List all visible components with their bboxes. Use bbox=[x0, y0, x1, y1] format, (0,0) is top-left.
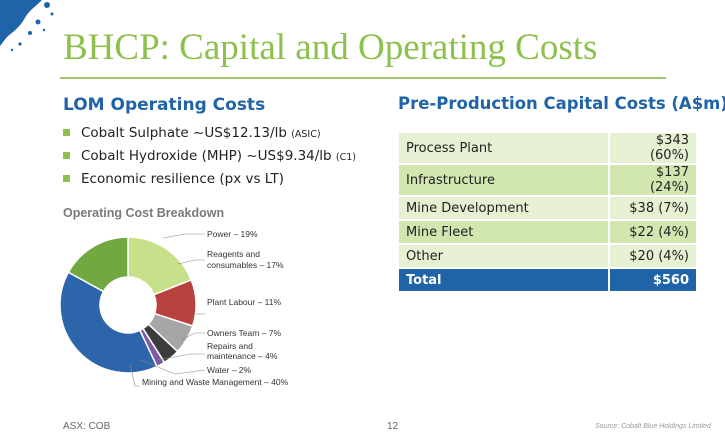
label-line: consumables – 17% bbox=[207, 260, 284, 270]
table-cell-value: $20 (4%) bbox=[608, 244, 696, 269]
bullet-note: (C1) bbox=[335, 152, 357, 163]
chart-label-owners-team: Owners Team – 7% bbox=[207, 328, 281, 338]
page-number: 12 bbox=[387, 421, 399, 432]
table-cell-item: Mine Development bbox=[399, 196, 609, 221]
chart-label-mining: Mining and Waste Management – 40% bbox=[142, 377, 289, 387]
chart-label-plant-labour: Plant Labour – 11% bbox=[207, 297, 281, 307]
bullet-text: Economic resilience (px vs LT) bbox=[81, 171, 284, 187]
chart-label-power: Power – 19% bbox=[207, 229, 258, 239]
table-cell-item: Process Plant bbox=[399, 133, 609, 165]
capex-table: Process Plant $343 (60%) Infrastructure $1… bbox=[399, 133, 696, 293]
donut-slice-6 bbox=[67, 236, 129, 293]
table-row: Mine Development $38 (7%) bbox=[399, 196, 696, 221]
table-cell-item: Mine Fleet bbox=[399, 220, 609, 245]
table-row: Other $20 (4%) bbox=[399, 244, 696, 269]
bullet-item: Economic resilience (px vs LT) bbox=[63, 170, 356, 193]
label-line: maintenance – 4% bbox=[207, 351, 278, 361]
table-cell-value: $38 (7%) bbox=[608, 196, 696, 221]
chart-label-repairs: Repairs and maintenance – 4% bbox=[207, 341, 278, 361]
donut-slice-5 bbox=[59, 271, 158, 374]
blue-splash-decoration bbox=[0, 0, 54, 52]
table-row: Process Plant $343 (60%) bbox=[399, 133, 696, 165]
table-cell-value: $22 (4%) bbox=[608, 220, 696, 245]
bullet-marker-icon bbox=[63, 129, 70, 136]
bullet-marker-icon bbox=[63, 175, 70, 182]
table-total-row: Total $560 bbox=[399, 268, 696, 293]
bullet-text: Cobalt Sulphate ~US$12.13/lb bbox=[81, 125, 292, 141]
bullet-text: Cobalt Hydroxide (MHP) ~US$9.34/lb bbox=[81, 148, 336, 164]
bullet-item: Cobalt Hydroxide (MHP) ~US$9.34/lb (C1) bbox=[63, 147, 356, 170]
label-line: Mining and Waste Management – 40% bbox=[142, 377, 289, 387]
label-line: Owners Team – 7% bbox=[207, 328, 281, 338]
table-cell-item: Infrastructure bbox=[399, 164, 609, 197]
lom-heading: LOM Operating Costs bbox=[63, 95, 266, 115]
table-cell-item: Total bbox=[399, 268, 609, 293]
footer-source: Source: Cobalt Blue Holdings Limited bbox=[595, 423, 711, 430]
lom-bullet-list: Cobalt Sulphate ~US$12.13/lb (ASIC) Coba… bbox=[63, 124, 356, 193]
bullet-marker-icon bbox=[63, 152, 70, 159]
label-line: Water – 2% bbox=[207, 365, 252, 375]
bullet-note: (ASIC) bbox=[291, 129, 321, 140]
table-cell-item: Other bbox=[399, 244, 609, 269]
table-row: Mine Fleet $22 (4%) bbox=[399, 220, 696, 245]
chart-title: Operating Cost Breakdown bbox=[63, 206, 225, 220]
label-line: Power – 19% bbox=[207, 229, 258, 239]
label-line: Plant Labour – 11% bbox=[207, 297, 281, 307]
table-cell-value: $343 (60%) bbox=[608, 133, 696, 165]
capex-heading: Pre-Production Capital Costs (A$m) bbox=[398, 94, 725, 113]
bullet-item: Cobalt Sulphate ~US$12.13/lb (ASIC) bbox=[63, 124, 356, 147]
operating-cost-donut-chart: Power – 19% Reagents and consumables – 17… bbox=[59, 229, 289, 387]
table-cell-value: $137 (24%) bbox=[608, 164, 696, 197]
footer-ticker: ASX: COB bbox=[63, 421, 111, 432]
chart-label-water: Water – 2% bbox=[207, 365, 252, 375]
page-title: BHCP: Capital and Operating Costs bbox=[63, 27, 598, 68]
chart-label-reagents: Reagents and consumables – 17% bbox=[207, 249, 284, 270]
label-line: Repairs and bbox=[207, 341, 253, 351]
label-line: Reagents and bbox=[207, 249, 260, 259]
table-row: Infrastructure $137 (24%) bbox=[399, 164, 696, 197]
table-cell-value: $560 bbox=[608, 268, 696, 293]
title-divider bbox=[60, 77, 666, 79]
